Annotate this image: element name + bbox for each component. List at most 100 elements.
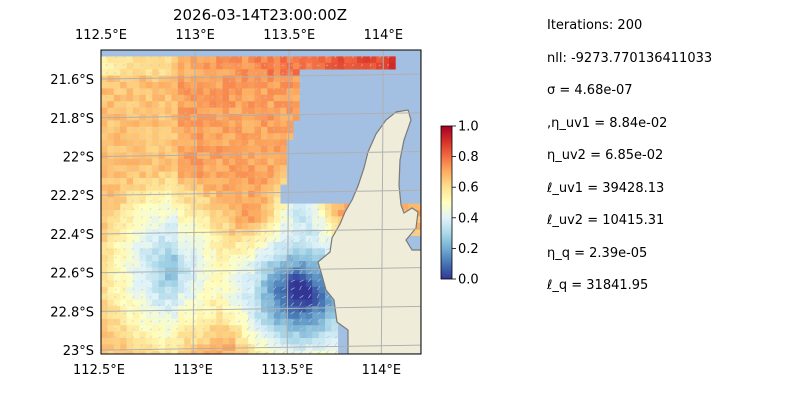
- heatmap-cell: [145, 312, 153, 320]
- velocity-arrow: [114, 136, 117, 139]
- heatmap-cell: [293, 75, 300, 83]
- heatmap-cell: [267, 69, 275, 76]
- heatmap-cell: [229, 101, 236, 108]
- heatmap-cell: [254, 274, 262, 281]
- heatmap-cell: [267, 331, 275, 339]
- heatmap-cell: [305, 325, 313, 332]
- velocity-arrow: [308, 326, 312, 331]
- heatmap-cell: [273, 248, 281, 256]
- velocity-arrow: [158, 264, 161, 267]
- velocity-arrow: [167, 168, 170, 171]
- heatmap-cell: [184, 261, 191, 268]
- heatmap-cell: [261, 62, 268, 70]
- heatmap-cell: [273, 210, 281, 217]
- velocity-arrow: [228, 128, 232, 131]
- heatmap-cell: [293, 210, 300, 217]
- velocity-arrow: [123, 184, 126, 187]
- velocity-arrow: [140, 199, 143, 203]
- velocity-arrow: [158, 287, 161, 291]
- velocity-arrow: [149, 223, 152, 227]
- velocity-arrow: [299, 95, 301, 99]
- heatmap-cell: [273, 178, 281, 185]
- heatmap-cell: [248, 293, 255, 300]
- heatmap-cell: [177, 331, 185, 339]
- velocity-arrow: [299, 279, 304, 283]
- heatmap-cell: [184, 344, 191, 352]
- heatmap-cell: [273, 62, 281, 70]
- velocity-arrow: [220, 159, 222, 163]
- velocity-arrow: [158, 191, 161, 195]
- heatmap-cell: [331, 338, 339, 345]
- heatmap-cell: [280, 216, 287, 224]
- heatmap-cell: [229, 152, 236, 160]
- heatmap-cell: [165, 338, 172, 345]
- heatmap-cell: [325, 331, 332, 339]
- velocity-arrow: [132, 143, 134, 147]
- heatmap-cell: [177, 235, 185, 243]
- heatmap-cell: [222, 101, 230, 108]
- heatmap-cell: [273, 133, 281, 140]
- heatmap-cell: [107, 286, 115, 294]
- heatmap-cell: [229, 338, 236, 345]
- heatmap-cell: [293, 235, 300, 243]
- velocity-arrow: [369, 63, 372, 67]
- heatmap-cell: [325, 344, 332, 352]
- velocity-arrow: [176, 248, 179, 251]
- velocity-arrow: [264, 71, 266, 75]
- velocity-arrow: [229, 64, 232, 67]
- heatmap-cell: [312, 299, 319, 307]
- heatmap-cell: [286, 248, 294, 256]
- heatmap-cell: [184, 126, 191, 134]
- velocity-arrow: [202, 184, 205, 187]
- velocity-arrow: [255, 277, 259, 283]
- velocity-arrow: [272, 167, 275, 171]
- velocity-arrow: [167, 191, 169, 195]
- heatmap-cell: [177, 158, 185, 166]
- velocity-arrow: [176, 264, 179, 267]
- heatmap-cell: [273, 274, 281, 281]
- heatmap-cell: [357, 62, 364, 70]
- heatmap-cell: [152, 139, 159, 147]
- heatmap-cell: [184, 165, 191, 172]
- velocity-arrow: [114, 256, 117, 259]
- heatmap-cell: [286, 261, 294, 268]
- parallel-line: [101, 112, 421, 119]
- heatmap-cell: [305, 344, 313, 352]
- heatmap-cell: [318, 203, 326, 211]
- velocity-arrow: [185, 304, 188, 307]
- heatmap-cell: [113, 299, 121, 307]
- heatmap-cell: [241, 126, 249, 134]
- heatmap-cell: [158, 242, 166, 249]
- heatmap-cell: [209, 331, 217, 339]
- heatmap-cell: [133, 190, 140, 198]
- heatmap-cell: [120, 165, 127, 172]
- heatmap-cell: [101, 107, 108, 115]
- x-tick-label-top: 112.5°E: [75, 28, 127, 43]
- velocity-arrow: [264, 216, 267, 219]
- heatmap-cell: [216, 350, 223, 354]
- heatmap-cell: [203, 286, 211, 294]
- heatmap-cell: [241, 299, 249, 307]
- heatmap-cell: [216, 75, 223, 83]
- velocity-arrow: [211, 104, 214, 107]
- velocity-arrow: [220, 183, 222, 187]
- heatmap-cell: [101, 286, 108, 294]
- heatmap-cell: [184, 146, 191, 153]
- heatmap-cell: [165, 331, 172, 339]
- heatmap-cell: [165, 82, 172, 89]
- heatmap-cell: [120, 280, 127, 288]
- heatmap-cell: [177, 350, 185, 354]
- velocity-arrow: [246, 168, 249, 171]
- heatmap-cell: [177, 338, 185, 345]
- heatmap-cell: [152, 203, 159, 211]
- velocity-arrow: [132, 136, 135, 139]
- heatmap-cell: [216, 139, 223, 147]
- velocity-arrow: [114, 168, 117, 171]
- velocity-arrow: [184, 248, 188, 251]
- heatmap-cell: [248, 133, 255, 140]
- heatmap-cell: [126, 325, 134, 332]
- velocity-arrow: [105, 88, 109, 91]
- heatmap-cell: [241, 267, 249, 275]
- heatmap-cell: [267, 325, 275, 332]
- velocity-arrow: [158, 295, 161, 299]
